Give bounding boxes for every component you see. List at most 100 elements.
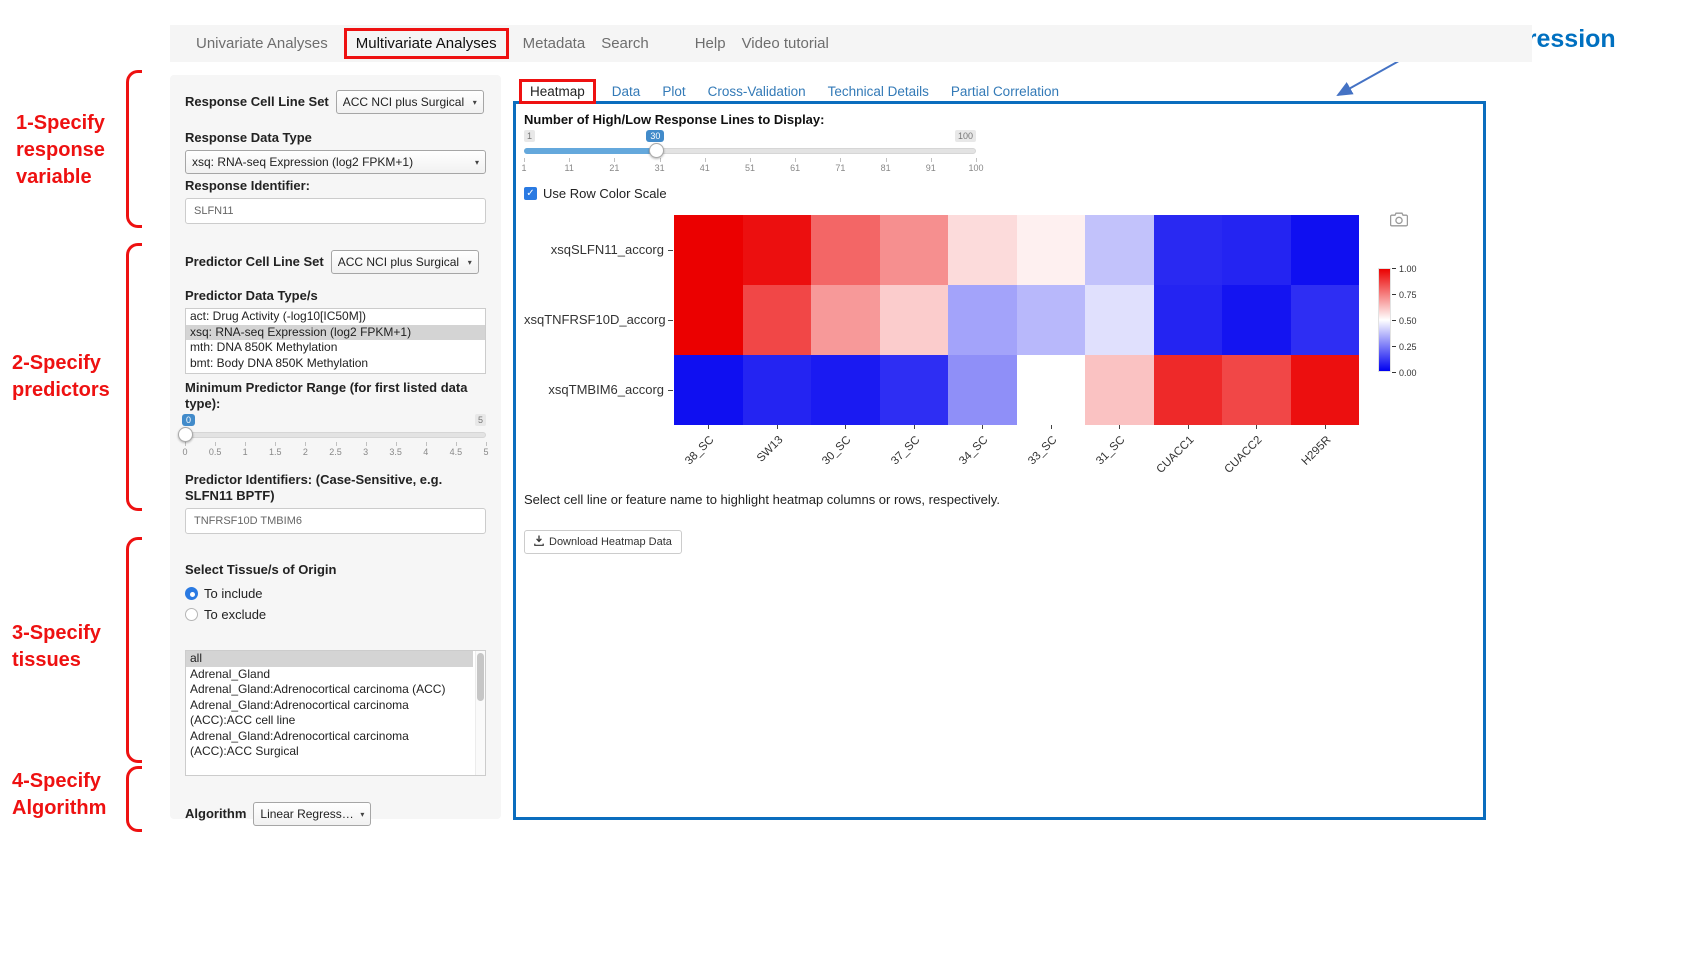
axis-tick bbox=[1119, 425, 1121, 429]
tab-data[interactable]: Data bbox=[611, 84, 641, 99]
slider-tickmark bbox=[395, 442, 397, 446]
slider-track[interactable] bbox=[185, 432, 486, 438]
slider-tick-label: 4.5 bbox=[449, 447, 463, 457]
select-value: xsq: RNA-seq Expression (log2 FPKM+1) bbox=[192, 155, 414, 169]
slider-handle[interactable] bbox=[649, 143, 665, 158]
slider-tickmark bbox=[305, 442, 307, 446]
predictor-data-types-listbox[interactable]: act: Drug Activity (-log10[IC50M]) xsq: R… bbox=[185, 308, 486, 374]
slider-tickmark bbox=[275, 442, 277, 446]
tissue-include-radio[interactable]: To include bbox=[185, 586, 486, 601]
nav-item-metadata[interactable]: Metadata bbox=[522, 35, 586, 52]
slider-fill bbox=[524, 148, 657, 154]
slider-tick-label: 4 bbox=[423, 447, 429, 457]
response-data-type-select[interactable]: xsq: RNA-seq Expression (log2 FPKM+1) ▾ bbox=[185, 150, 486, 174]
nav-item-video-tutorial[interactable]: Video tutorial bbox=[741, 35, 829, 52]
predictor-cell-line-set-label: Predictor Cell Line Set bbox=[185, 254, 324, 269]
listbox-option[interactable]: Adrenal_Gland:Adrenocortical carcinoma (… bbox=[190, 728, 409, 759]
colorbar-tick-label: 0.50 bbox=[1399, 316, 1417, 326]
colorbar-tick-label: 1.00 bbox=[1399, 264, 1417, 274]
axis-tick bbox=[776, 425, 778, 429]
algorithm-select[interactable]: Linear Regression ▾ bbox=[253, 802, 372, 826]
axis-tick bbox=[845, 425, 847, 429]
radio-unselected-icon[interactable] bbox=[185, 608, 198, 621]
slider-tickmark bbox=[245, 442, 247, 446]
scrollbar[interactable] bbox=[475, 651, 485, 775]
response-cell-line-set-select[interactable]: ACC NCI plus Surgical ▾ bbox=[335, 90, 484, 114]
download-heatmap-data-button[interactable]: Download Heatmap Data bbox=[524, 530, 682, 554]
listbox-option[interactable]: act: Drug Activity (-log10[IC50M]) bbox=[190, 309, 367, 323]
tab-heatmap[interactable]: Heatmap bbox=[519, 79, 596, 104]
response-identifier-label: Response Identifier: bbox=[185, 178, 310, 193]
axis-tick bbox=[1256, 425, 1258, 429]
camera-icon[interactable] bbox=[1389, 212, 1409, 232]
tissue-exclude-radio[interactable]: To exclude bbox=[185, 607, 486, 622]
predictor-identifiers-input[interactable] bbox=[185, 508, 486, 534]
heatmap-cell bbox=[1290, 285, 1359, 355]
predictor-data-types-label: Predictor Data Type/s bbox=[185, 288, 318, 303]
nav-item-multivariate-analyses[interactable]: Multivariate Analyses bbox=[343, 28, 509, 59]
listbox-option[interactable]: mth: DNA 850K Methylation bbox=[190, 340, 338, 354]
heatmap-cell bbox=[948, 355, 1017, 425]
slider-tickmark bbox=[614, 158, 616, 162]
chevron-down-icon: ▾ bbox=[474, 157, 479, 167]
scrollbar-thumb[interactable] bbox=[477, 653, 484, 701]
slider-tickmark bbox=[885, 158, 887, 162]
listbox-option[interactable]: bmt: Body DNA 850K Methylation bbox=[190, 355, 369, 370]
tab-plot[interactable]: Plot bbox=[662, 84, 686, 99]
heatmap-row-label[interactable]: xsqSLFN11_accorg bbox=[550, 242, 664, 257]
axis-tick bbox=[1187, 425, 1189, 429]
nav-item-univariate-analyses[interactable]: Univariate Analyses bbox=[196, 35, 328, 52]
chevron-down-icon: ▾ bbox=[472, 97, 477, 107]
listbox-option[interactable]: Adrenal_Gland:Adrenocortical carcinoma (… bbox=[190, 697, 409, 728]
slider-tickmark bbox=[455, 442, 457, 446]
response-cell-line-set-label: Response Cell Line Set bbox=[185, 94, 329, 109]
slider-min-label: 1 bbox=[524, 130, 536, 142]
slider-tickmark bbox=[486, 442, 487, 446]
slider-tick-label: 0.5 bbox=[208, 447, 222, 457]
axis-tick bbox=[668, 250, 673, 251]
heatmap-cell bbox=[1016, 355, 1085, 425]
slider-tickmark bbox=[215, 442, 217, 446]
slider-handle[interactable] bbox=[178, 427, 193, 442]
slider-tick-label: 1 bbox=[521, 163, 527, 173]
heatmap-row-label[interactable]: xsqTNFRSF10D_accorg bbox=[524, 312, 666, 327]
lines-slider[interactable]: 1 100 30 1 11 21 31 41 51 61 71 81 91 100 bbox=[521, 130, 984, 184]
response-identifier-input[interactable] bbox=[185, 198, 486, 224]
predictor-data-types-options: act: Drug Activity (-log10[IC50M]) xsq: R… bbox=[186, 309, 485, 371]
listbox-option[interactable]: all bbox=[186, 651, 473, 667]
predictor-cell-line-set-select[interactable]: ACC NCI plus Surgical ▾ bbox=[330, 250, 479, 274]
use-row-color-scale-checkbox[interactable]: ✓ Use Row Color Scale bbox=[524, 186, 667, 201]
min-predictor-range-slider[interactable]: 5 0 0 0.5 1 1.5 2 2.5 3 3.5 4 4.5 5 bbox=[178, 414, 489, 464]
heatmap-cell bbox=[1016, 285, 1085, 355]
tab-technical-details[interactable]: Technical Details bbox=[827, 84, 929, 99]
listbox-option[interactable]: Adrenal_Gland bbox=[190, 666, 271, 681]
checkbox-checked-icon[interactable]: ✓ bbox=[524, 187, 537, 200]
heatmap-row-label[interactable]: xsqTMBIM6_accorg bbox=[548, 382, 664, 397]
tab-cross-validation[interactable]: Cross-Validation bbox=[707, 84, 806, 99]
nav-item-search[interactable]: Search bbox=[601, 35, 649, 52]
nav-item-help[interactable]: Help bbox=[694, 35, 726, 52]
axis-tick bbox=[1050, 425, 1052, 429]
tissue-listbox[interactable]: all Adrenal_Gland Adrenal_Gland:Adrenocort… bbox=[185, 650, 486, 776]
check-icon: ✓ bbox=[526, 187, 535, 199]
slider-tickmark bbox=[750, 158, 751, 162]
heatmap-cell bbox=[1016, 215, 1085, 285]
slider-tickmark bbox=[185, 442, 186, 446]
slider-tickmark bbox=[365, 442, 367, 446]
slider-tick-label: 11 bbox=[564, 163, 574, 173]
slider-tick-label: 71 bbox=[835, 163, 846, 173]
select-value: Linear Regression bbox=[260, 807, 355, 821]
results-panel: Number of High/Low Response Lines to Dis… bbox=[513, 101, 1486, 820]
download-button-label: Download Heatmap Data bbox=[549, 536, 672, 548]
listbox-option[interactable]: xsq: RNA-seq Expression (log2 FPKM+1) bbox=[186, 324, 485, 340]
listbox-option[interactable]: Adrenal_Gland:Adrenocortical carcinoma (… bbox=[190, 682, 446, 696]
tab-partial-correlation[interactable]: Partial Correlation bbox=[950, 84, 1059, 99]
heatmap-hint: Select cell line or feature name to high… bbox=[524, 492, 1000, 507]
radio-selected-icon[interactable] bbox=[185, 587, 198, 600]
tissue-origin-label: Select Tissue/s of Origin bbox=[185, 562, 337, 577]
slider-tick-label: 1 bbox=[242, 447, 248, 457]
lines-slider-label: Number of High/Low Response Lines to Dis… bbox=[524, 112, 825, 127]
heatmap-cell bbox=[811, 355, 880, 425]
heatmap-cell bbox=[674, 285, 743, 355]
heatmap-cell bbox=[1153, 285, 1222, 355]
